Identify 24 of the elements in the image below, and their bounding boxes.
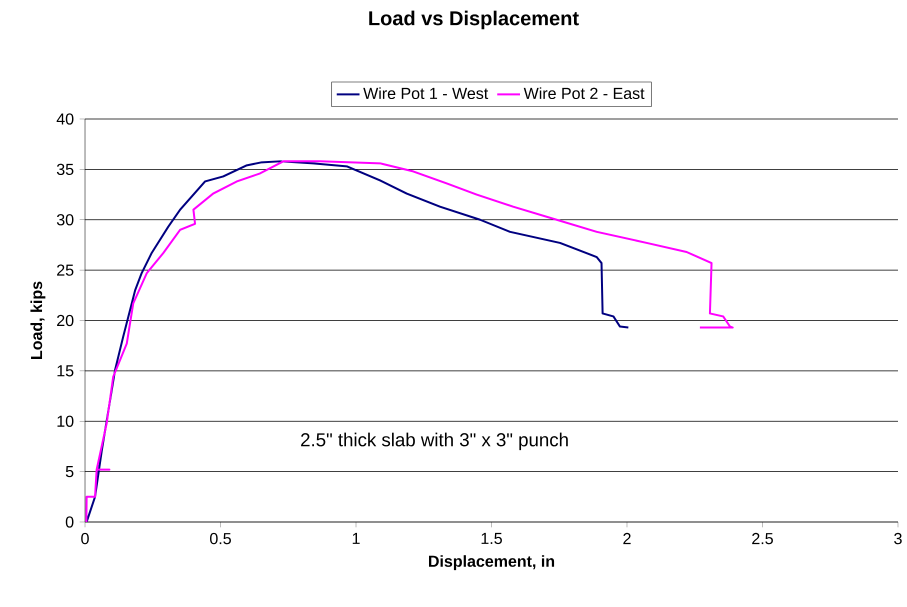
y-tick-label: 40 [56,113,74,125]
y-tick-label: 30 [56,214,74,226]
chart-title: Load vs Displacement [369,10,579,30]
line-series [86,160,630,522]
x-tick-label: 0 [81,532,89,544]
x-tick-label: 0.5 [210,532,231,544]
x-tick-label: 2.5 [752,532,773,544]
x-tick-label: 3 [894,532,902,544]
x-axis-title: Displacement, in [428,555,554,570]
legend-label: Wire Pot 1 - West [363,87,488,100]
x-tick-label: 1.5 [482,532,502,544]
y-tick-label: 15 [57,365,74,376]
y-tick-label: 0 [66,516,74,528]
annotation: 2.5" thick slab with 3" x 3" punch [301,432,568,450]
y-tick-label: 35 [56,164,74,176]
x-tick-label: 1 [352,532,360,544]
line-series [85,160,734,522]
y-axis-title: Load, kips [30,282,46,359]
x-tick-label: 2 [623,532,631,544]
y-tick-label: 20 [57,314,74,326]
y-tick-label: 5 [66,466,74,478]
y-tick-label: 10 [57,416,74,427]
legend-label: Wire Pot 2 - East [524,87,644,100]
y-tick-label: 25 [57,264,74,276]
